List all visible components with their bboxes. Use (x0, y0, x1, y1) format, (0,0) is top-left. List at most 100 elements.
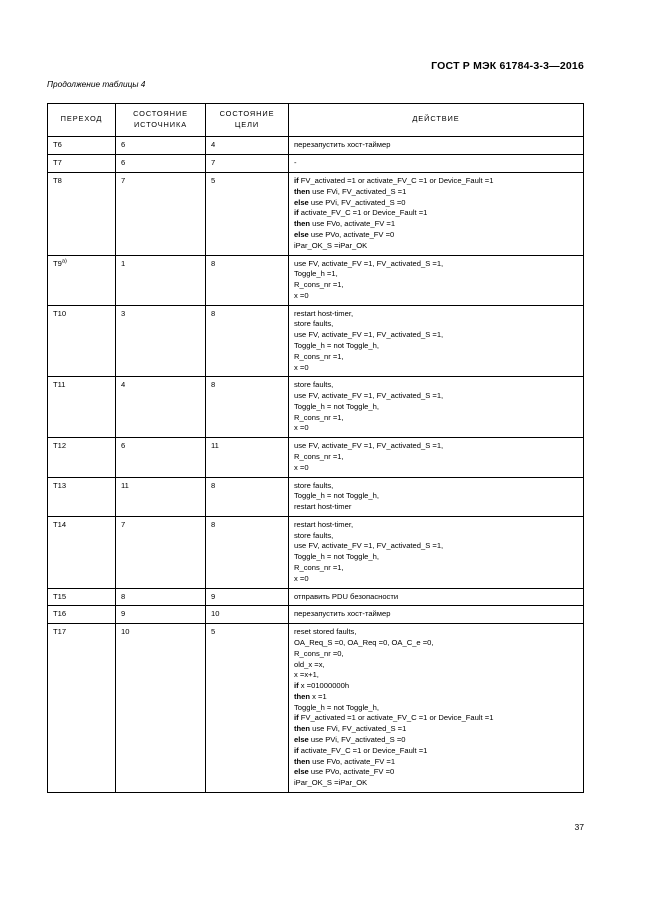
column-header-source-state-line1: СОСТОЯНИЕ (133, 109, 188, 118)
cell-transition: T6 (47, 136, 116, 156)
action-line: store faults, (294, 319, 579, 330)
action-line: use FV, activate_FV =1, FV_activated_S =… (294, 391, 579, 402)
action-line: else use PVi, FV_activated_S =0 (294, 198, 579, 209)
action-keyword: if (294, 208, 299, 218)
cell-transition: T15 (47, 587, 116, 607)
table-row: T16 9 10 перезапустить хост-таймер (47, 605, 584, 625)
action-line: Toggle_h =1, (294, 269, 579, 280)
action-text: R_cons_nr =1, (294, 452, 344, 461)
cell-transition: T7 (47, 154, 116, 174)
cell-target-state: 8 (205, 515, 289, 589)
action-line: store faults, (294, 380, 579, 391)
action-line: else use PVo, activate_FV =0 (294, 230, 579, 241)
action-text: Toggle_h = not Toggle_h, (294, 491, 379, 501)
action-line: x =0 (294, 291, 579, 302)
cell-source-state: 3 (115, 304, 206, 378)
action-text: use FVo, activate_FV =1 (310, 756, 396, 766)
action-keyword: then (294, 186, 311, 196)
action-text: activate_FV_C =1 or Device_Fault =1 (298, 745, 428, 755)
transition-label: T11 (53, 380, 66, 390)
action-line: отправить PDU безопасности (294, 592, 579, 603)
action-line: R_cons_nr =1, (294, 452, 579, 463)
cell-action: store faults, Toggle_h = not Toggle_h, res… (288, 476, 584, 517)
table-header-row: ПЕРЕХОД СОСТОЯНИЕ ИСТОЧНИКА СОСТОЯНИЕ ЦЕ… (47, 102, 584, 138)
action-line: перезапустить хост-таймер (294, 140, 579, 151)
transition-label: T16 (53, 609, 67, 619)
cell-target-state: 5 (205, 623, 289, 793)
column-header-target-state-line1: СОСТОЯНИЕ (219, 109, 275, 118)
action-text: reset stored faults, (294, 627, 357, 637)
action-text: x =0 (294, 290, 309, 300)
table-row: T9a) 1 8 use FV, activate_FV =1, FV_activat… (47, 254, 584, 306)
action-text: перезапустить хост-таймер (294, 140, 391, 150)
transition-label: T9 (53, 258, 62, 268)
cell-transition: T16 (47, 605, 116, 625)
action-text: use PVi, FV_activated_S =0 (308, 197, 406, 207)
action-text: use PVo, activate_FV =0 (308, 767, 395, 777)
action-line: use FV, activate_FV =1, FV_activated_S =… (294, 259, 579, 270)
action-text: FV_activated =1 or activate_FV_C =1 or D… (298, 713, 494, 723)
action-line: Toggle_h = not Toggle_h, (294, 552, 579, 563)
action-text: store faults, (294, 530, 334, 540)
cell-action: use FV, activate_FV =1, FV_activated_S =… (288, 254, 584, 306)
action-line: then use FVo, activate_FV =1 (294, 757, 579, 768)
table-body: T6 6 4 перезапустить хост-таймер T7 6 7- T8 7 5 if… (47, 136, 584, 793)
action-text: R_cons_nr =1, (294, 563, 344, 573)
action-keyword: if (294, 713, 299, 723)
action-keyword: if (294, 745, 299, 755)
action-line: Toggle_h = not Toggle_h, (294, 402, 579, 413)
action-text: restart host-timer, (294, 308, 354, 318)
action-keyword: else (294, 197, 309, 207)
action-text: Toggle_h = not Toggle_h, (294, 702, 379, 712)
action-text: R_cons_nr =1, (294, 280, 344, 290)
cell-transition: T11 (47, 376, 116, 439)
action-line: iPar_OK_S =iPar_OK (294, 241, 579, 252)
action-line: restart host-timer, (294, 309, 579, 320)
column-header-action: ДЕЙСТВИЕ (288, 102, 584, 138)
column-header-target-state-line2: ЦЕЛИ (234, 119, 260, 129)
cell-action: - (288, 154, 584, 174)
transition-label: T10 (53, 308, 67, 318)
action-line: then use FVo, activate_FV =1 (294, 219, 579, 230)
cell-transition: T17 (47, 623, 116, 793)
action-keyword: if (294, 176, 299, 186)
cell-source-state: 6 (115, 437, 206, 478)
transition-label: T8 (53, 176, 62, 186)
action-line: x =0 (294, 363, 579, 374)
action-text: use FV, activate_FV =1, FV_activated_S =… (294, 541, 444, 551)
action-text: restart host-timer, (294, 519, 354, 529)
action-line: Toggle_h = not Toggle_h, (294, 703, 579, 714)
table-row: T10 3 8 restart host-timer, store faults, use… (47, 304, 584, 378)
action-text: x =01000000h (298, 681, 350, 691)
action-text: use FV, activate_FV =1, FV_activated_S =… (294, 258, 444, 268)
action-line: x =0 (294, 423, 579, 434)
column-header-target-state: СОСТОЯНИЕ ЦЕЛИ (205, 102, 289, 138)
cell-action: reset stored faults, OA_Req_S =0, OA_Req … (288, 623, 584, 793)
action-text: store faults, (294, 319, 334, 329)
action-text: use FVo, activate_FV =1 (310, 219, 396, 229)
table-caption: Продолжение таблицы 4 (47, 79, 146, 89)
cell-source-state: 8 (115, 587, 206, 607)
action-line: reset stored faults, (294, 627, 579, 638)
action-line: then x =1 (294, 692, 579, 703)
cell-source-state: 4 (115, 376, 206, 439)
cell-target-state: 8 (205, 376, 289, 439)
cell-action: restart host-timer, store faults, use FV, … (288, 515, 584, 589)
action-line: Toggle_h = not Toggle_h, (294, 341, 579, 352)
cell-action: перезапустить хост-таймер (288, 605, 584, 625)
cell-transition: T8 (47, 172, 116, 256)
action-text: FV_activated =1 or activate_FV_C =1 or D… (298, 176, 494, 186)
action-text: x =0 (294, 423, 309, 433)
transition-label: T6 (53, 140, 62, 150)
action-line: old_x =x, (294, 660, 579, 671)
action-keyword: if (294, 681, 299, 691)
table-row: T7 6 7- (47, 154, 584, 174)
cell-target-state: 4 (205, 136, 289, 156)
action-line: store faults, (294, 531, 579, 542)
action-keyword: then (294, 756, 311, 766)
action-line: if x =01000000h (294, 681, 579, 692)
cell-transition: T14 (47, 515, 116, 589)
action-text: - (294, 158, 297, 168)
action-line: store faults, (294, 481, 579, 492)
